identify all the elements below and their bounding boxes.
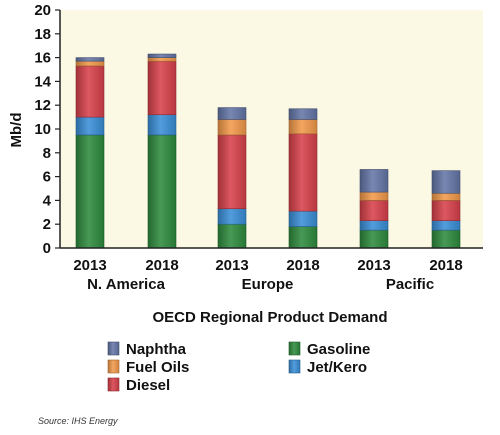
bar-segment-diesel (288, 133, 318, 212)
bar-segment-gasoline (359, 229, 389, 249)
legend-label: Jet/Kero (307, 359, 367, 376)
legend-swatch (288, 341, 301, 356)
legend-item-jet-kero: Jet/Kero (288, 359, 367, 376)
legend-label: Fuel Oils (126, 359, 189, 376)
bar-segment-diesel (147, 60, 177, 116)
y-tick-label: 8 (43, 145, 51, 162)
legend-swatch (288, 359, 301, 374)
bar-segment-naphtha (217, 107, 247, 120)
bar-segment-naphtha (147, 53, 177, 58)
y-axis: 0 2 4 6 8 10 12 14 16 18 20 (34, 2, 60, 257)
x-tick-label: 2013 (357, 257, 390, 274)
bar-segment-fuel-oils (431, 192, 461, 201)
y-tick-label: 2 (43, 216, 51, 233)
y-axis-label: Mb/d (8, 113, 25, 148)
bar-segment-naphtha (75, 57, 105, 62)
plot-background (60, 10, 483, 248)
legend-swatch (107, 341, 120, 356)
source-note: Source: IHS Energy (38, 416, 118, 426)
legend-swatch (107, 359, 120, 374)
bar-segment-jet-kero (217, 208, 247, 225)
bar-segment-gasoline (147, 134, 177, 249)
x-group-label: N. America (87, 276, 165, 293)
x-tick-label: 2018 (429, 257, 462, 274)
bar-segment-fuel-oils (75, 60, 105, 67)
bar-segment-gasoline (217, 223, 247, 249)
legend-item-fuel-oils: Fuel Oils (107, 359, 189, 376)
legend-label: Naphtha (126, 341, 187, 358)
x-tick-label: 2013 (215, 257, 248, 274)
bars (75, 53, 461, 249)
bar-segment-fuel-oils (217, 119, 247, 136)
bar-segment-fuel-oils (288, 119, 318, 135)
x-tick-labels: 2013 2018 2013 2018 2013 2018 (73, 257, 462, 274)
bar-segment-gasoline (431, 229, 461, 249)
bar-stack (75, 57, 105, 249)
bar-segment-naphtha (431, 170, 461, 194)
y-tick-label: 18 (34, 26, 51, 43)
y-tick-label: 0 (43, 240, 51, 257)
bar-segment-naphtha (359, 169, 389, 193)
legend-swatch (107, 377, 120, 392)
x-axis-title: OECD Regional Product Demand (152, 309, 387, 326)
bar-stack (217, 107, 247, 249)
x-group-label: Europe (242, 276, 294, 293)
legend-item-naphtha: Naphtha (107, 341, 187, 358)
bar-segment-jet-kero (359, 220, 389, 231)
bar-segment-diesel (75, 65, 105, 118)
legend-label: Gasoline (307, 341, 370, 358)
y-tick-label: 10 (34, 121, 51, 138)
x-group-label: Pacific (386, 276, 434, 293)
bar-segment-fuel-oils (359, 191, 389, 201)
bar-segment-fuel-oils (147, 57, 177, 62)
legend-label: Diesel (126, 377, 170, 394)
y-tick-label: 14 (34, 73, 51, 90)
legend-item-gasoline: Gasoline (288, 341, 370, 358)
bar-segment-diesel (359, 200, 389, 221)
bar-segment-jet-kero (147, 114, 177, 136)
bar-segment-jet-kero (288, 210, 318, 227)
x-tick-label: 2018 (286, 257, 319, 274)
x-tick-label: 2018 (145, 257, 178, 274)
y-tick-label: 20 (34, 2, 51, 19)
x-tick-label: 2013 (73, 257, 106, 274)
bar-segment-gasoline (288, 226, 318, 249)
bar-segment-diesel (217, 134, 247, 210)
legend: Naphtha Gasoline Fuel Oils Jet/Kero Diesel (107, 341, 370, 394)
y-tick-label: 16 (34, 50, 51, 67)
bar-segment-jet-kero (75, 116, 105, 136)
bar-stack (359, 169, 389, 249)
y-tick-label: 12 (34, 97, 51, 114)
bar-stack (147, 53, 177, 249)
y-tick-label: 4 (43, 192, 52, 209)
bar-segment-diesel (431, 200, 461, 221)
legend-item-diesel: Diesel (107, 377, 170, 394)
bar-stack (431, 170, 461, 249)
x-group-labels: N. America Europe Pacific (87, 276, 434, 293)
bar-segment-gasoline (75, 134, 105, 249)
bar-segment-jet-kero (431, 220, 461, 231)
bar-segment-naphtha (288, 108, 318, 120)
bar-stack (288, 108, 318, 249)
y-tick-label: 6 (43, 169, 51, 186)
